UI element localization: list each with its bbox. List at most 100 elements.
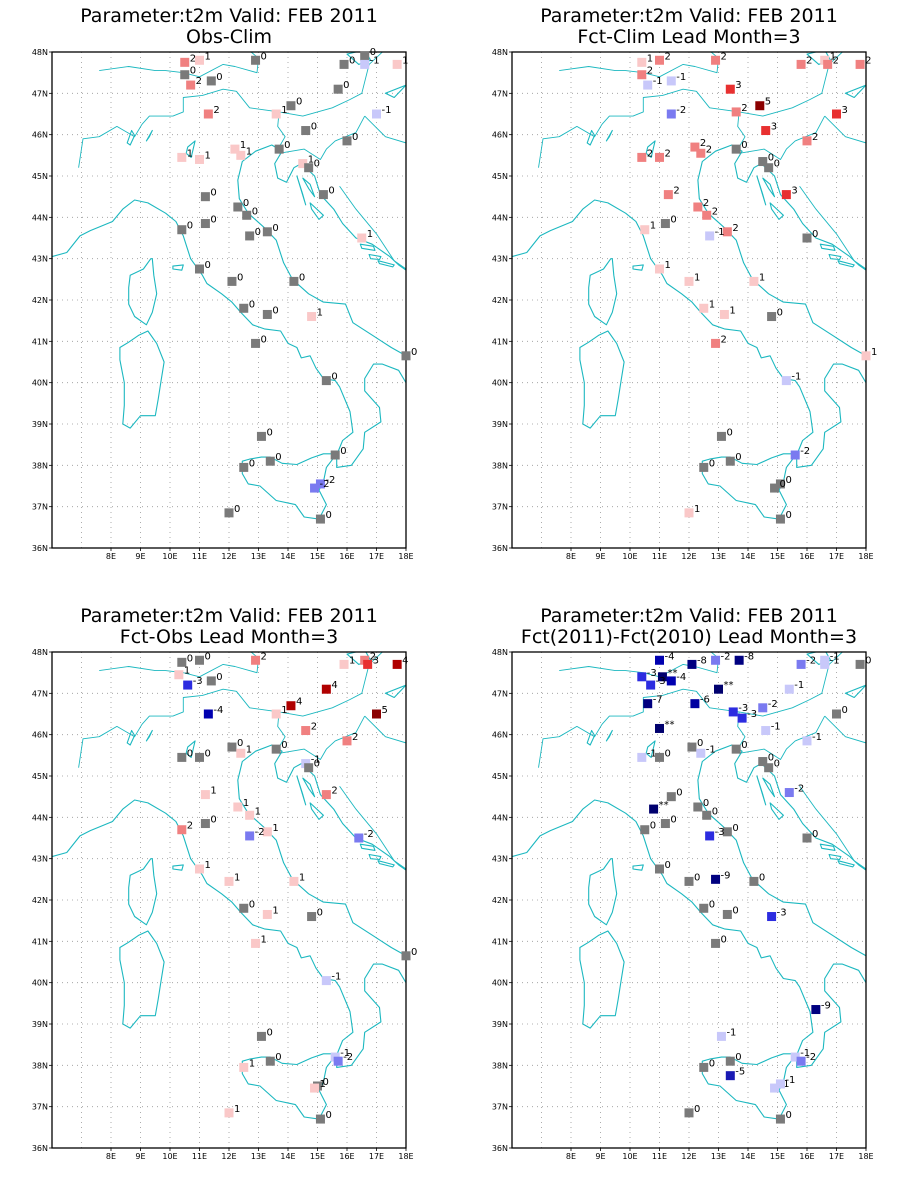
station-value: 0 (785, 510, 791, 521)
lon-tick-label: 18E (398, 552, 413, 561)
station-marker (663, 190, 673, 200)
station-marker (233, 202, 243, 212)
station-value: 0 (774, 759, 780, 770)
station-value: 0 (370, 47, 376, 58)
station-value: -2 (325, 475, 335, 486)
station-marker (790, 450, 800, 460)
station-marker (177, 657, 187, 667)
station-marker (655, 723, 664, 733)
station-marker (363, 659, 373, 669)
station-value: 0 (785, 475, 791, 486)
station-marker (655, 55, 664, 65)
lat-tick-label: 36N (32, 1144, 48, 1153)
station-value: -1 (830, 651, 840, 662)
station-marker (684, 1108, 694, 1118)
lon-tick-label: 17E (369, 1152, 384, 1161)
station-value: -2 (364, 829, 374, 840)
station-marker (699, 462, 709, 472)
station-value: -1 (311, 755, 321, 766)
station-marker (180, 70, 190, 80)
station-value: 0 (732, 823, 738, 834)
station-marker (236, 150, 246, 160)
station-marker (693, 202, 703, 212)
station-value: -1 (715, 227, 725, 238)
station-value: 0 (210, 815, 216, 826)
station-value: 1 (205, 51, 211, 62)
station-marker (734, 655, 744, 665)
station-marker (318, 190, 328, 200)
lat-tick-label: 39N (32, 420, 48, 429)
station-marker (310, 1083, 320, 1093)
station-marker (251, 938, 261, 948)
station-value: 0 (314, 159, 320, 170)
station-value: 0 (768, 753, 774, 764)
station-marker (206, 76, 216, 86)
station-value: 0 (216, 72, 222, 83)
station-value: 0 (281, 740, 287, 751)
station-marker (802, 136, 812, 146)
lat-tick-label: 44N (32, 213, 48, 222)
station-value: 1 (349, 655, 355, 666)
station-value: 0 (812, 229, 818, 240)
station-marker (224, 1108, 234, 1118)
station-value: 0 (732, 905, 738, 916)
station-value: -1 (382, 105, 392, 116)
coastlines (52, 52, 406, 520)
station-value: 0 (317, 908, 323, 919)
station-value: 0 (216, 672, 222, 683)
station-marker (666, 792, 676, 802)
lon-tick-label: 18E (858, 1152, 873, 1161)
station-marker (714, 684, 723, 694)
station-value: -3 (738, 703, 748, 714)
station-marker (699, 303, 709, 313)
station-marker (321, 376, 331, 386)
station-marker (286, 101, 296, 111)
station-value: -3 (777, 908, 787, 919)
station-marker (262, 227, 272, 237)
station-value: 1 (184, 666, 190, 677)
lat-tick-label: 39N (492, 1020, 508, 1029)
station-marker (758, 157, 768, 167)
lat-tick-label: 46N (492, 131, 508, 140)
station-value: -1 (340, 1048, 350, 1059)
station-value: 1 (246, 744, 252, 755)
lat-tick-label: 45N (32, 172, 48, 181)
station-value: 3 (791, 186, 797, 197)
axis-labels: 8E 9E 10E 11E 12E 13E 14E 15E 16E 17E 18E 36N 37N 38N… (32, 48, 414, 561)
station-marker (832, 709, 841, 719)
station-marker (637, 57, 647, 67)
station-marker (186, 80, 196, 90)
station-value: 2 (213, 105, 219, 116)
station-marker (790, 1052, 800, 1062)
station-value: 2 (833, 55, 839, 66)
station-value: 0 (650, 821, 656, 832)
lon-tick-label: 8E (106, 1152, 116, 1161)
station-value: 1 (647, 53, 653, 64)
station-value: -1 (791, 372, 801, 383)
station-value: 0 (411, 947, 417, 958)
station-marker (342, 736, 352, 746)
lat-tick-label: 37N (492, 503, 508, 512)
station-marker (177, 225, 187, 235)
station-marker (811, 1005, 821, 1015)
station-value: 0 (812, 829, 818, 840)
station-marker (725, 84, 735, 94)
station-value: 0 (234, 504, 240, 515)
station-value: -3 (647, 668, 657, 679)
station-value: 0 (237, 738, 243, 749)
station-value: -1 (706, 744, 716, 755)
station-marker (245, 231, 255, 241)
station-value: 0 (255, 227, 261, 238)
lat-tick-label: 42N (32, 896, 48, 905)
station-marker (227, 742, 237, 752)
station-marker (820, 659, 830, 669)
station-marker (372, 109, 381, 119)
station-marker (693, 802, 703, 812)
station-value: 2 (665, 51, 671, 62)
station-marker (646, 680, 656, 690)
station-value: 5 (382, 705, 388, 716)
station-marker (206, 676, 216, 686)
station-marker (722, 909, 732, 919)
